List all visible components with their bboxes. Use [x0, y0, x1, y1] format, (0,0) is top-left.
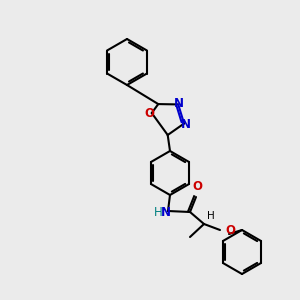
- Text: O: O: [145, 106, 155, 119]
- Text: N: N: [181, 118, 191, 131]
- Text: N: N: [161, 206, 171, 220]
- Text: N: N: [174, 97, 184, 110]
- Text: O: O: [225, 224, 235, 238]
- Text: H: H: [207, 211, 215, 221]
- Text: O: O: [192, 180, 202, 193]
- Text: H: H: [154, 206, 162, 220]
